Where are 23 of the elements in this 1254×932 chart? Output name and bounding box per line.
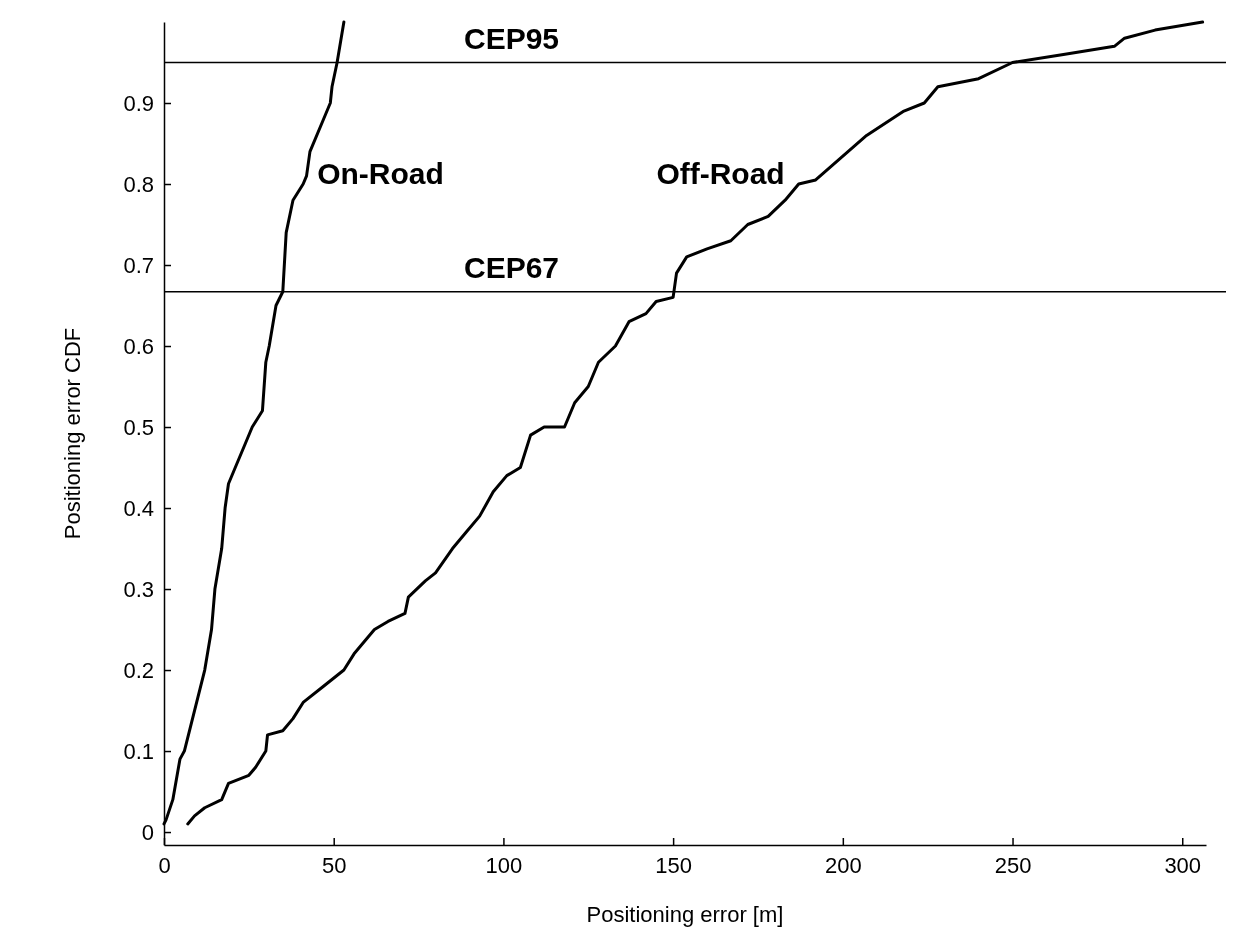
- y-tick-label: 0.3: [123, 576, 154, 602]
- y-tick-label: 0.9: [123, 90, 154, 116]
- series-label: Off-Road: [656, 157, 785, 191]
- x-tick-label: 250: [994, 852, 1032, 878]
- ref-line-label: CEP67: [464, 250, 560, 284]
- y-axis-title: Positioning error CDF: [60, 327, 85, 540]
- y-tick-label: 0.7: [123, 252, 154, 278]
- series-label: On-Road: [317, 157, 444, 191]
- x-tick-label: 100: [485, 852, 523, 878]
- y-tick-label: 0.6: [123, 333, 154, 359]
- y-tick-label: 0.8: [123, 171, 154, 197]
- y-tick-label: 0.1: [123, 738, 154, 764]
- ref-line-label: CEP95: [464, 21, 560, 55]
- y-tick-label: 0.5: [123, 414, 154, 440]
- y-tick-label: 0.2: [123, 657, 154, 683]
- x-tick-label: 50: [321, 852, 347, 878]
- x-tick-label: 150: [655, 852, 692, 878]
- y-tick-label: 0: [141, 819, 154, 845]
- x-tick-label: 0: [158, 852, 171, 878]
- x-tick-label: 200: [824, 852, 862, 878]
- x-tick-label: 300: [1164, 852, 1202, 878]
- x-axis-title: Positioning error [m]: [586, 902, 784, 927]
- y-tick-label: 0.4: [123, 495, 154, 521]
